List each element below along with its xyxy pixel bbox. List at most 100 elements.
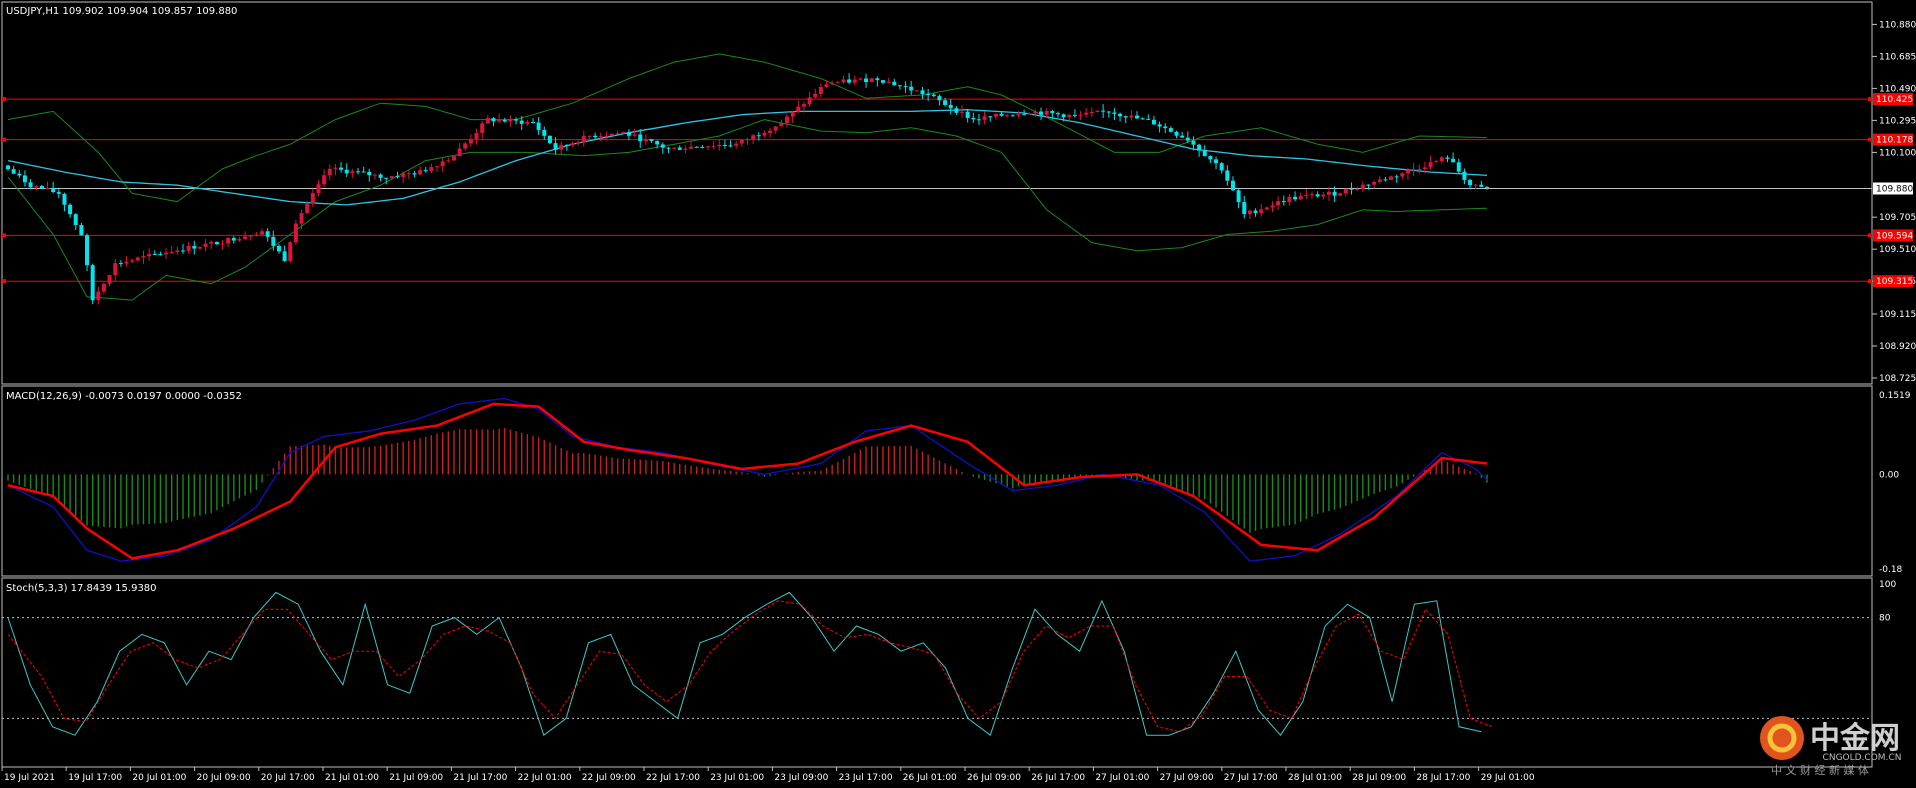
candle-body-200 <box>1135 115 1140 119</box>
candle-body-250 <box>1417 169 1422 171</box>
candle-body-41 <box>237 239 242 241</box>
candle-body-46 <box>265 231 270 237</box>
candle-body-75 <box>429 167 434 172</box>
candle-body-219 <box>1242 202 1247 215</box>
candle-body-32 <box>186 245 191 251</box>
candle-body-97 <box>553 143 558 150</box>
x-tick-label-6: 21 Jul 09:00 <box>389 773 443 783</box>
moving-average-line <box>7 109 1488 206</box>
candle-body-259 <box>1468 179 1473 186</box>
candle-body-235 <box>1332 191 1337 196</box>
candle-body-261 <box>1479 184 1484 187</box>
price-y-tick-label-6: 109.510 <box>1879 245 1916 255</box>
candle-body-176 <box>999 113 1004 116</box>
candle-body-127 <box>722 144 727 146</box>
candle-body-214 <box>1214 159 1219 164</box>
candle-body-251 <box>1422 167 1427 170</box>
candle-body-42 <box>243 236 248 240</box>
candle-body-243 <box>1377 179 1382 182</box>
candle-body-93 <box>530 121 535 123</box>
candle-body-0 <box>6 165 10 170</box>
candle-body-207 <box>1174 131 1179 136</box>
candle-body-79 <box>451 156 456 161</box>
level-marker-right-1 <box>1868 137 1872 142</box>
candle-body-180 <box>1022 114 1027 116</box>
candle-body-5 <box>34 186 39 188</box>
candle-body-2 <box>17 173 22 176</box>
current-price-tag-bg <box>1873 182 1913 195</box>
candle-body-82 <box>468 138 473 144</box>
candle-body-190 <box>1078 114 1083 116</box>
candle-body-33 <box>192 245 197 249</box>
candle-body-220 <box>1247 210 1252 215</box>
candle-body-78 <box>446 160 451 162</box>
candle-body-104 <box>593 135 598 138</box>
candle-body-96 <box>547 135 552 144</box>
candle-body-4 <box>28 182 33 188</box>
level-price-tag-1: 110.178 <box>1876 136 1913 146</box>
candle-body-136 <box>773 126 778 131</box>
candle-body-196 <box>1112 112 1117 114</box>
candle-body-188 <box>1067 114 1072 118</box>
candle-body-14 <box>85 235 90 266</box>
candle-body-221 <box>1253 210 1258 213</box>
candle-body-249 <box>1411 169 1416 171</box>
candle-body-185 <box>1050 110 1055 114</box>
candle-body-173 <box>982 116 987 120</box>
candle-body-71 <box>406 173 411 175</box>
price-y-tick-label-4: 110.100 <box>1879 148 1916 158</box>
price-pane-frame <box>1 1 1873 385</box>
candle-body-199 <box>1129 115 1134 118</box>
candle-body-110 <box>626 132 631 136</box>
candle-body-99 <box>564 144 569 146</box>
stoch-signal-line <box>7 600 1493 733</box>
level-price-tag-bg-3 <box>1873 275 1913 288</box>
candle-body-56 <box>322 175 327 185</box>
stoch-pane-title: Stoch(5,3,3) 17.8439 15.9380 <box>6 583 157 594</box>
candle-body-115 <box>655 140 660 145</box>
macd-y-tick-label-2: -0.18 <box>1879 565 1903 575</box>
candle-body-67 <box>384 177 389 179</box>
candle-body-45 <box>260 231 265 235</box>
candle-body-186 <box>1055 113 1060 115</box>
candle-body-226 <box>1281 201 1286 203</box>
price-y-tick-label-9: 108.920 <box>1879 342 1916 352</box>
candle-body-187 <box>1061 114 1066 118</box>
candle-body-153 <box>869 78 874 83</box>
candle-body-181 <box>1027 113 1032 115</box>
macd-series-layer <box>7 397 1488 562</box>
candle-body-20 <box>118 263 123 265</box>
candle-body-140 <box>796 106 801 112</box>
candle-body-252 <box>1428 162 1433 168</box>
candle-body-223 <box>1264 207 1269 210</box>
candle-body-18 <box>107 275 112 284</box>
candle-body-51 <box>293 223 298 243</box>
candle-body-49 <box>282 251 287 262</box>
candle-body-9 <box>56 192 61 194</box>
candle-body-253 <box>1434 161 1439 163</box>
candle-body-50 <box>288 242 293 262</box>
candle-body-108 <box>615 133 620 135</box>
candle-body-234 <box>1326 191 1331 195</box>
candle-body-135 <box>768 130 773 133</box>
x-tick-label-19: 27 Jul 17:00 <box>1224 773 1278 783</box>
candle-body-147 <box>835 82 840 84</box>
candle-body-117 <box>666 147 671 149</box>
candle-body-193 <box>1095 110 1100 112</box>
candle-body-130 <box>739 139 744 144</box>
candle-body-118 <box>672 147 677 149</box>
candle-body-254 <box>1439 157 1444 162</box>
candle-body-95 <box>542 129 547 136</box>
x-tick-label-20: 28 Jul 01:00 <box>1288 773 1342 783</box>
candle-body-36 <box>209 241 214 244</box>
candle-body-7 <box>45 187 50 189</box>
candle-body-58 <box>333 167 338 169</box>
candle-body-172 <box>976 119 981 121</box>
candle-body-44 <box>254 234 259 236</box>
candle-body-11 <box>68 204 73 215</box>
current-price-tag: 109.880 <box>1876 184 1913 194</box>
candle-body-198 <box>1123 116 1128 118</box>
candle-body-64 <box>367 171 372 176</box>
x-tick-label-18: 27 Jul 09:00 <box>1160 773 1214 783</box>
